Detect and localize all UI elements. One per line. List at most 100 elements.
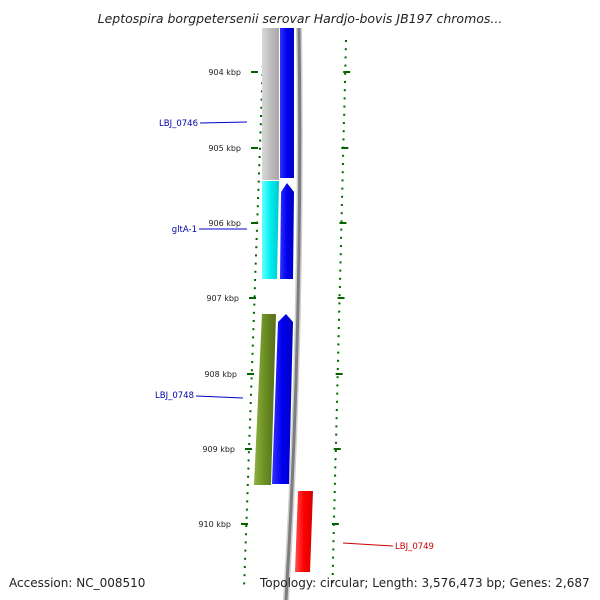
inner-ring-dot xyxy=(259,123,262,126)
map-title: Leptospira borgpetersenii serovar Hardjo… xyxy=(98,11,503,26)
outer-ring-dot xyxy=(340,236,343,239)
outer-tick-ring xyxy=(331,40,347,584)
inner-ring-dot xyxy=(257,188,260,191)
outer-ring-dot xyxy=(337,343,340,346)
outer-ring-dot xyxy=(343,113,346,116)
gene-feature-lbj-0748[interactable] xyxy=(254,314,276,485)
outer-ring-dot xyxy=(337,335,340,338)
outer-ring-dot xyxy=(339,253,342,256)
inner-ring-dot xyxy=(245,508,248,511)
inner-ring-dot xyxy=(246,484,249,486)
outer-ring-dot xyxy=(342,130,345,133)
inner-ring-dot xyxy=(245,533,247,536)
outer-ring-dot xyxy=(338,286,341,288)
inner-ring-dot xyxy=(253,295,256,298)
outer-ring-dot xyxy=(339,277,342,280)
outer-ring-dot xyxy=(344,56,347,59)
outer-ring-dot xyxy=(334,466,337,469)
cds-feature-1[interactable] xyxy=(280,28,294,178)
kbp-scale: 904 kbp 905 kbp 906 kbp 907 kbp 908 kbp 909 k… xyxy=(198,68,351,529)
outer-ring-dot xyxy=(344,81,346,83)
inner-ring-dot xyxy=(254,279,257,281)
chromosome-backbone-core xyxy=(284,27,302,600)
inner-ring-dot xyxy=(254,270,257,273)
cds-feature-3[interactable] xyxy=(272,314,293,484)
outer-ring-dot xyxy=(332,556,335,559)
outer-ring-dot xyxy=(336,376,339,379)
gene-label-lbj-0749[interactable]: LBJ_0749 xyxy=(395,542,434,552)
kbp-tick-label: 907 kbp xyxy=(206,294,239,303)
outer-ring-dot xyxy=(335,409,338,411)
topology-text: Topology: circular; Length: 3,576,473 bp… xyxy=(259,576,590,590)
outer-ring-dot xyxy=(331,564,334,567)
inner-ring-dot xyxy=(260,106,263,109)
outer-ring-dot xyxy=(331,581,334,584)
inner-ring-dot xyxy=(244,549,247,552)
inner-ring-dot xyxy=(254,262,257,265)
outer-ring-dot xyxy=(335,433,338,436)
inner-ring-dot xyxy=(256,205,259,208)
gene-feature-glta-1[interactable] xyxy=(262,181,279,279)
kbp-tick-label: 905 kbp xyxy=(208,144,241,153)
inner-ring-dot xyxy=(256,213,259,216)
accession-text: Accession: NC_008510 xyxy=(9,576,145,590)
kbp-tick-mark-outer xyxy=(331,523,339,525)
inner-ring-dot xyxy=(255,246,258,249)
inner-ring-dot xyxy=(255,238,258,240)
outer-ring-dot xyxy=(332,548,335,551)
outer-ring-dot xyxy=(342,122,345,124)
outer-ring-dot xyxy=(341,179,344,182)
outer-ring-dot xyxy=(331,573,334,575)
outer-ring-dot xyxy=(338,302,341,305)
kbp-tick-mark xyxy=(249,297,256,299)
outer-ring-dot xyxy=(340,204,343,206)
inner-ring-dot xyxy=(247,467,250,470)
gene-feature-lbj-0749[interactable] xyxy=(295,491,313,572)
inner-ring-dot xyxy=(253,303,256,306)
leader-lbj-0749 xyxy=(342,542,394,547)
kbp-tick-mark-outer xyxy=(339,222,347,224)
kbp-tick-mark-outer xyxy=(337,297,345,299)
gene-feature-lbj-0746[interactable] xyxy=(262,28,279,180)
outer-ring-dot xyxy=(334,474,337,477)
kbp-tick-mark xyxy=(251,147,258,149)
inner-ring-dot xyxy=(251,361,254,363)
outer-ring-dot xyxy=(336,368,339,370)
gene-label-glta-1[interactable]: gltA-1 xyxy=(172,225,197,235)
inner-ring-dot xyxy=(245,516,248,519)
outer-ring-dot xyxy=(340,220,343,223)
kbp-tick-mark-outer xyxy=(341,147,349,149)
outer-ring-dot xyxy=(337,359,339,362)
outer-ring-dot xyxy=(337,327,340,329)
kbp-tick-label: 910 kbp xyxy=(198,520,231,529)
inner-ring-dot xyxy=(255,254,257,257)
inner-ring-dot xyxy=(258,164,261,167)
inner-ring-dot xyxy=(252,336,255,339)
outer-ring-dot xyxy=(340,228,343,231)
outer-ring-dot xyxy=(338,294,341,297)
leader-lbj-0748 xyxy=(195,395,244,399)
inner-ring-dot xyxy=(243,574,246,577)
outer-ring-dot xyxy=(335,417,338,420)
outer-ring-dot xyxy=(333,482,336,485)
outer-ring-dot xyxy=(339,269,342,272)
inner-ring-dot xyxy=(260,90,263,93)
gene-label-lbj-0748[interactable]: LBJ_0748 xyxy=(155,391,194,401)
inner-ring-dot xyxy=(246,500,249,503)
kbp-tick-label: 909 kbp xyxy=(202,445,235,454)
inner-ring-dot xyxy=(243,566,246,568)
outer-ring-dot xyxy=(341,171,344,174)
inner-ring-dot xyxy=(250,377,253,380)
inner-ring-dot xyxy=(258,172,260,175)
outer-ring-dot xyxy=(343,105,346,108)
cds-feature-2[interactable] xyxy=(280,183,294,279)
outer-ring-dot xyxy=(343,97,346,100)
gene-label-lbj-0746[interactable]: LBJ_0746 xyxy=(159,119,198,129)
inner-ring-dot xyxy=(250,393,252,396)
outer-ring-dot xyxy=(339,261,342,264)
kbp-tick-label: 904 kbp xyxy=(208,68,241,77)
outer-ring-dot xyxy=(332,532,335,534)
inner-ring-dot xyxy=(258,147,261,150)
outer-ring-dot xyxy=(344,48,347,51)
